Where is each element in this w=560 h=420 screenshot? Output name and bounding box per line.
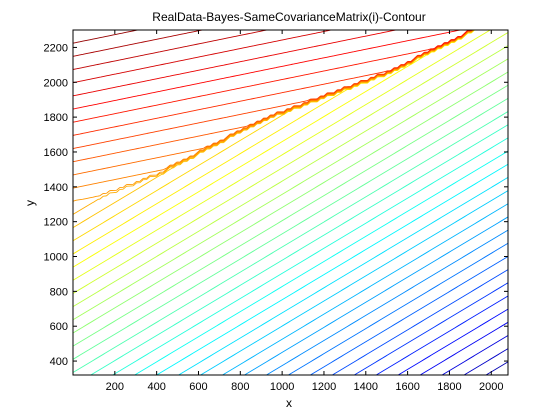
contour-line bbox=[73, 30, 472, 123]
x-tick-label: 1000 bbox=[270, 381, 294, 393]
contour-line bbox=[73, 71, 508, 334]
contour-line bbox=[90, 124, 508, 375]
contour-line bbox=[73, 32, 508, 294]
x-tick-label: 600 bbox=[189, 381, 207, 393]
y-tick-label: 800 bbox=[50, 286, 68, 298]
y-tick-label: 600 bbox=[50, 321, 68, 333]
contour-line bbox=[73, 30, 138, 44]
contour-line bbox=[441, 335, 508, 375]
contour-line bbox=[244, 216, 508, 375]
contour-line bbox=[73, 30, 461, 110]
contour-line bbox=[354, 282, 508, 375]
axes-box bbox=[72, 29, 509, 376]
contour-line bbox=[156, 163, 508, 375]
y-axis-ticks: 400 600 800 1000 1200 1400 1600 1800 2000 2200 bbox=[44, 42, 508, 368]
y-tick-label: 1000 bbox=[44, 252, 68, 264]
y-tick-label: 1600 bbox=[44, 147, 68, 159]
x-tick-label: 200 bbox=[106, 381, 124, 393]
contour-line bbox=[73, 45, 508, 308]
contour-line bbox=[397, 308, 508, 375]
contour-line bbox=[73, 58, 508, 321]
contour-line bbox=[134, 150, 508, 375]
x-tick-label: 1800 bbox=[437, 381, 461, 393]
y-tick-label: 1200 bbox=[44, 217, 68, 229]
y-tick-label: 400 bbox=[50, 356, 68, 368]
y-axis-label: y bbox=[23, 200, 37, 206]
y-tick-label: 2200 bbox=[44, 42, 68, 54]
y-tick-label: 2000 bbox=[44, 77, 68, 89]
plot-frame bbox=[72, 29, 509, 376]
chart-title: RealData-Bayes-SameCovarianceMatrix(i)-C… bbox=[152, 10, 425, 24]
contour-line bbox=[73, 30, 267, 70]
y-tick-label: 1800 bbox=[44, 112, 68, 124]
contour-line bbox=[73, 30, 396, 97]
x-tick-label: 2000 bbox=[479, 381, 503, 393]
y-tick-label: 1400 bbox=[44, 182, 68, 194]
contour-line bbox=[73, 84, 508, 347]
x-tick-label: 1600 bbox=[395, 381, 419, 393]
x-tick-label: 400 bbox=[147, 381, 165, 393]
contour-line bbox=[73, 30, 203, 57]
contour-line bbox=[73, 30, 491, 281]
contour-line bbox=[73, 111, 508, 373]
contour-line bbox=[73, 97, 508, 360]
x-tick-label: 1200 bbox=[312, 381, 336, 393]
contour-line bbox=[288, 242, 508, 375]
contour-line bbox=[200, 190, 508, 375]
x-axis-label: x bbox=[286, 396, 292, 410]
contour-lines bbox=[73, 30, 508, 375]
x-tick-label: 800 bbox=[231, 381, 249, 393]
x-tick-label: 1400 bbox=[354, 381, 378, 393]
x-axis-ticks: 200 400 600 800 1000 1200 1400 1600 1800 2000 bbox=[106, 30, 504, 393]
